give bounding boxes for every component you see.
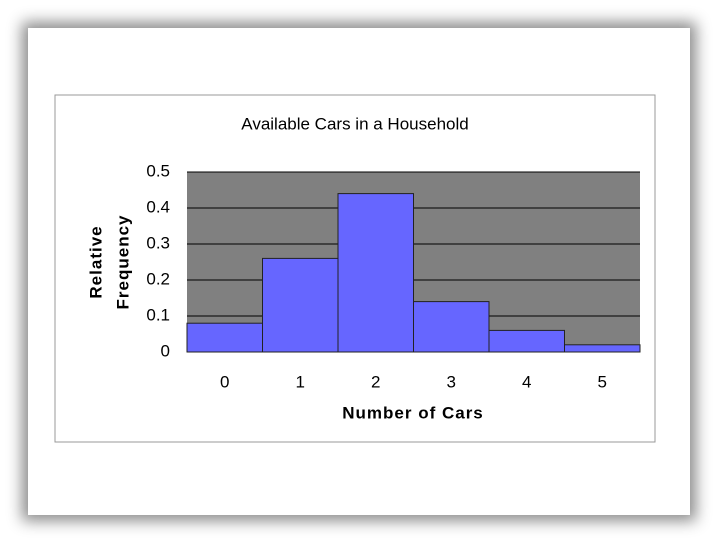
bar <box>488 329 565 353</box>
y-axis-title: Frequency <box>113 215 132 310</box>
y-tick-label: 0.3 <box>146 233 170 252</box>
y-axis-title: Relative <box>86 225 105 298</box>
x-tick-label: 5 <box>598 372 607 391</box>
x-tick-label: 0 <box>220 372 229 391</box>
y-tick-label: 0.1 <box>146 305 170 324</box>
x-axis-title: Number of Cars <box>342 403 484 422</box>
x-tick-label: 2 <box>371 372 380 391</box>
x-tick-label: 1 <box>296 372 305 391</box>
y-tick-label: 0.2 <box>146 269 170 288</box>
bar <box>413 301 490 353</box>
y-tick-label: 0.4 <box>146 197 170 216</box>
bar <box>337 193 414 353</box>
y-tick-label: 0.5 <box>146 161 170 180</box>
y-tick-label: 0 <box>161 341 170 360</box>
bar <box>186 322 263 353</box>
bar <box>564 344 641 353</box>
x-tick-label: 3 <box>447 372 456 391</box>
x-tick-label: 4 <box>522 372 531 391</box>
chart-title: Available Cars in a Household <box>241 114 468 133</box>
bar <box>262 257 339 353</box>
